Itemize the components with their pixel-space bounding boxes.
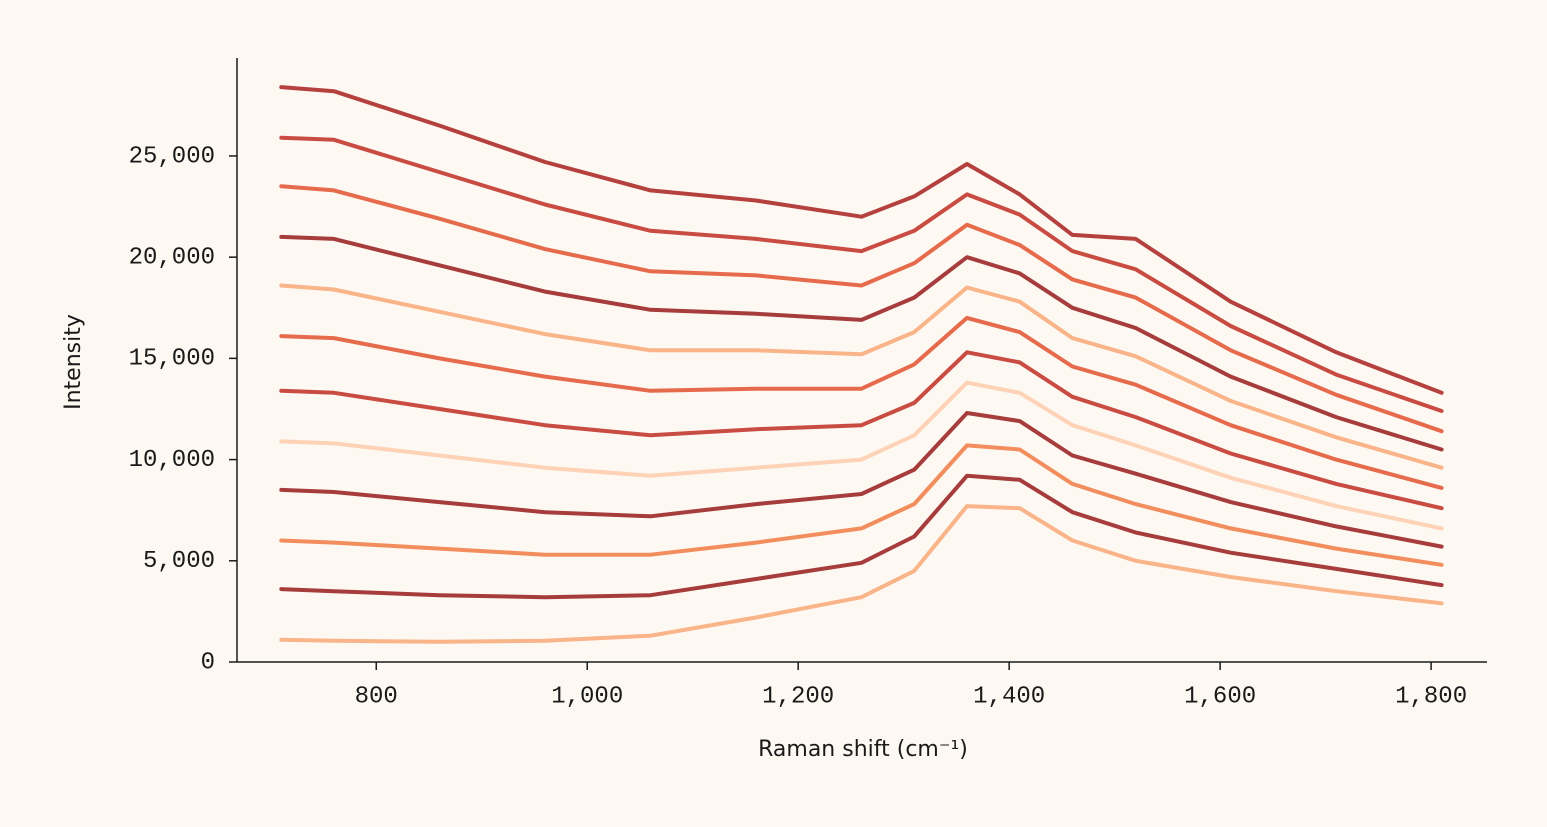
y-tick-label: 10,000 — [129, 447, 215, 474]
y-tick-label: 5,000 — [143, 548, 215, 575]
x-tick-label: 800 — [355, 683, 398, 710]
spectrum-line — [279, 315, 1444, 490]
spectrum-line — [279, 234, 1444, 452]
spectrum-line — [279, 380, 1444, 531]
spectrum-line — [279, 473, 1444, 600]
x-tick-label: 1,600 — [1184, 683, 1256, 710]
y-tick-label: 15,000 — [129, 346, 215, 373]
spectrum-line — [279, 411, 1444, 549]
y-tick-label: 25,000 — [129, 143, 215, 170]
x-tick-label: 1,800 — [1395, 683, 1467, 710]
spectrum-line — [279, 135, 1444, 413]
spectrum-line — [279, 504, 1444, 644]
spectrum-line — [279, 85, 1444, 395]
y-tick-label: 0 — [201, 649, 215, 676]
x-tick-label: 1,000 — [551, 683, 623, 710]
x-tick-label: 1,200 — [762, 683, 834, 710]
y-axis-label: Intensity — [61, 314, 86, 410]
spectrum-line — [279, 443, 1444, 567]
spectrum-line — [279, 350, 1444, 511]
x-tick-label: 1,400 — [973, 683, 1045, 710]
spectrum-line — [279, 184, 1444, 434]
spectrum-line — [279, 283, 1444, 470]
x-axis-label: Raman shift (cm⁻¹) — [758, 737, 968, 762]
y-tick-label: 20,000 — [129, 245, 215, 272]
